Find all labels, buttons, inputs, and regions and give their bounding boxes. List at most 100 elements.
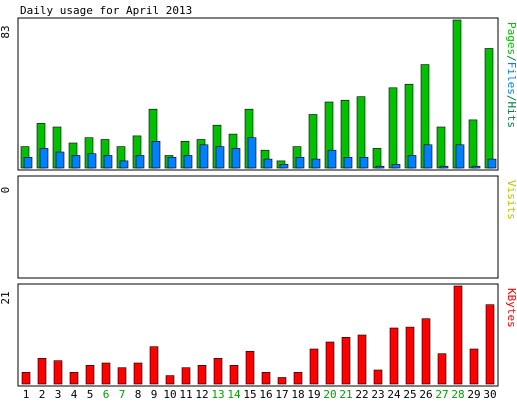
visits-panel-frame — [17, 175, 499, 279]
kbytes-bar-day-17 — [277, 377, 287, 385]
x-tick-label-day-10: 10 — [163, 388, 176, 401]
kbytes-bar-day-4 — [69, 371, 79, 385]
hits-panel-axis-label-part-4: Hits — [505, 102, 517, 129]
hits-panel-frame — [17, 17, 499, 171]
hits-panel-axis-label-part-1: / — [505, 55, 517, 62]
files-bar-day-20 — [327, 149, 337, 169]
x-tick-label-day-11: 11 — [179, 388, 192, 401]
kbytes-bar-day-5 — [85, 364, 95, 385]
kbytes-bar-day-7 — [117, 367, 127, 385]
kbytes-bar-day-3 — [53, 360, 63, 385]
x-tick-label-day-16: 16 — [259, 388, 272, 401]
hits-panel-axis-label-part-0: Pages — [505, 22, 517, 55]
files-bar-day-19 — [311, 158, 321, 169]
kbytes-bar-day-20 — [325, 341, 335, 385]
hits-panel-axis-label-part-3: / — [505, 95, 517, 102]
kbytes-bar-day-15 — [245, 350, 255, 385]
kbytes-panel-axis-label-part-0: KBytes — [505, 288, 517, 328]
files-bar-day-3 — [55, 151, 65, 169]
x-tick-label-day-15: 15 — [243, 388, 256, 401]
kbytes-bar-day-21 — [341, 336, 351, 385]
hits-bar-day-23 — [372, 148, 382, 169]
files-bar-day-17 — [279, 164, 289, 169]
x-tick-label-day-21: 21 — [339, 388, 352, 401]
kbytes-bar-day-6 — [101, 362, 111, 385]
hits-bar-day-30 — [484, 48, 494, 169]
x-tick-label-day-17: 17 — [275, 388, 288, 401]
x-tick-label-day-28: 28 — [451, 388, 464, 401]
kbytes-bar-day-25 — [405, 326, 415, 385]
files-bar-day-18 — [295, 157, 305, 169]
visits-panel-axis-label-part-0: Visits — [505, 180, 517, 220]
files-bar-day-9 — [151, 141, 161, 169]
chart-title: Daily usage for April 2013 — [20, 4, 192, 17]
kbytes-bar-day-27 — [437, 353, 447, 385]
files-bar-day-27 — [439, 165, 449, 169]
hits-panel-ymax-label: 83 — [0, 25, 12, 38]
x-tick-label-day-5: 5 — [87, 388, 94, 401]
x-tick-label-day-25: 25 — [403, 388, 416, 401]
kbytes-bar-day-26 — [421, 318, 431, 385]
kbytes-bar-day-28 — [453, 285, 463, 385]
files-bar-day-23 — [375, 165, 385, 169]
kbytes-panel-axis-label: KBytes — [505, 288, 517, 328]
files-bar-day-6 — [103, 155, 113, 169]
x-tick-label-day-13: 13 — [211, 388, 224, 401]
x-tick-label-day-24: 24 — [387, 388, 401, 401]
x-tick-label-day-6: 6 — [103, 388, 110, 401]
x-tick-label-day-22: 22 — [355, 388, 368, 401]
files-bar-day-22 — [359, 157, 369, 169]
kbytes-bar-day-19 — [309, 348, 319, 385]
kbytes-bar-day-30 — [485, 304, 495, 385]
files-bar-day-15 — [247, 137, 257, 169]
chart-marks — [20, 19, 497, 385]
kbytes-bar-day-13 — [213, 357, 223, 385]
files-bar-day-29 — [471, 165, 481, 169]
files-bar-day-12 — [199, 144, 209, 169]
kbytes-panel-ymax-label: 21 — [0, 291, 12, 304]
x-tick-label-day-14: 14 — [227, 388, 241, 401]
x-tick-label-day-1: 1 — [23, 388, 30, 401]
kbytes-bar-day-22 — [357, 334, 367, 385]
x-tick-label-day-18: 18 — [291, 388, 304, 401]
x-tick-label-day-12: 12 — [195, 388, 208, 401]
files-bar-day-8 — [135, 155, 145, 169]
files-bar-day-1 — [23, 157, 33, 169]
files-bar-day-13 — [215, 146, 225, 169]
x-tick-label-day-4: 4 — [71, 388, 78, 401]
kbytes-bar-day-14 — [229, 364, 239, 385]
files-bar-day-16 — [263, 158, 273, 169]
visits-panel-ymax-label: 0 — [0, 187, 12, 194]
hits-panel-axis-label-part-2: Files — [505, 62, 517, 95]
files-bar-day-2 — [39, 148, 49, 169]
kbytes-bar-day-12 — [197, 364, 207, 385]
x-tick-label-day-30: 30 — [483, 388, 496, 401]
files-bar-day-30 — [487, 158, 497, 169]
visits-panel-axis-label: Visits — [505, 180, 517, 220]
hits-panel-axis-label: Pages/Files/Hits — [505, 22, 517, 128]
files-bar-day-7 — [119, 160, 129, 169]
x-axis-labels: 1 2 3 4 5 6 7 8 9 10 11 12 13 14 15 16 17 18 19 20 21 22 23 24 2… — [23, 388, 497, 401]
kbytes-bar-day-2 — [37, 357, 47, 385]
kbytes-bar-day-9 — [149, 346, 159, 385]
x-tick-label-day-2: 2 — [39, 388, 46, 401]
files-bar-day-14 — [231, 148, 241, 169]
files-bar-day-21 — [343, 157, 353, 169]
files-bar-day-25 — [407, 155, 417, 169]
files-bar-day-24 — [391, 164, 401, 169]
x-tick-label-day-3: 3 — [55, 388, 62, 401]
x-tick-label-day-19: 19 — [307, 388, 320, 401]
x-tick-label-day-7: 7 — [119, 388, 126, 401]
kbytes-panel-frame — [17, 283, 499, 387]
files-bar-day-4 — [71, 155, 81, 169]
hits-bar-day-24 — [388, 87, 398, 169]
kbytes-bar-day-10 — [165, 375, 175, 385]
files-bar-day-11 — [183, 155, 193, 169]
x-tick-label-day-29: 29 — [467, 388, 480, 401]
x-tick-label-day-23: 23 — [371, 388, 384, 401]
files-bar-day-10 — [167, 157, 177, 169]
files-bar-day-28 — [455, 144, 465, 169]
kbytes-bar-day-29 — [469, 348, 479, 385]
